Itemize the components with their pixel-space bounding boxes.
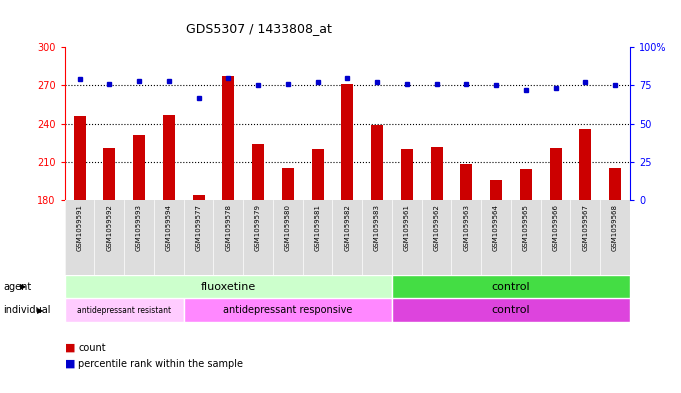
Bar	[65, 275, 392, 299]
Text: GSM1059579: GSM1059579	[255, 204, 261, 251]
Bar	[460, 164, 472, 200]
Bar	[133, 135, 145, 200]
Bar	[74, 116, 86, 200]
Text: control: control	[492, 305, 530, 315]
Bar	[430, 147, 443, 200]
Text: GSM1059562: GSM1059562	[434, 204, 439, 251]
Text: GSM1059594: GSM1059594	[165, 204, 172, 251]
Text: GSM1059581: GSM1059581	[315, 204, 321, 251]
Text: fluoxetine: fluoxetine	[201, 282, 256, 292]
Text: GSM1059580: GSM1059580	[285, 204, 291, 251]
Text: ▶: ▶	[37, 306, 44, 315]
Bar	[371, 125, 383, 200]
Bar	[550, 148, 562, 200]
Text: GSM1059566: GSM1059566	[552, 204, 558, 251]
Bar	[312, 149, 323, 200]
Bar	[341, 84, 353, 200]
Text: ■: ■	[65, 343, 75, 353]
Text: GSM1059593: GSM1059593	[136, 204, 142, 251]
Text: GSM1059578: GSM1059578	[225, 204, 232, 251]
Text: GDS5307 / 1433808_at: GDS5307 / 1433808_at	[186, 22, 332, 35]
Bar	[392, 299, 630, 322]
Bar	[252, 144, 264, 200]
Bar	[163, 115, 175, 200]
Bar	[65, 299, 184, 322]
Text: ▶: ▶	[20, 282, 27, 291]
Text: control: control	[492, 282, 530, 292]
Text: GSM1059591: GSM1059591	[76, 204, 82, 251]
Text: GSM1059563: GSM1059563	[463, 204, 469, 251]
Text: GSM1059592: GSM1059592	[106, 204, 112, 251]
Text: GSM1059577: GSM1059577	[195, 204, 202, 251]
Bar	[520, 169, 532, 200]
Bar	[104, 148, 115, 200]
Text: agent: agent	[3, 282, 31, 292]
Bar	[184, 299, 392, 322]
Text: GSM1059568: GSM1059568	[612, 204, 618, 251]
Bar	[193, 195, 204, 200]
Text: count: count	[78, 343, 106, 353]
Bar	[580, 129, 591, 200]
Bar	[223, 77, 234, 200]
Bar	[490, 180, 502, 200]
Text: GSM1059565: GSM1059565	[523, 204, 529, 251]
Text: antidepressant resistant: antidepressant resistant	[77, 306, 171, 315]
Text: GSM1059567: GSM1059567	[582, 204, 588, 251]
Bar	[609, 168, 621, 200]
Bar	[392, 275, 630, 299]
Text: GSM1059564: GSM1059564	[493, 204, 499, 251]
Text: GSM1059561: GSM1059561	[404, 204, 410, 251]
Text: individual: individual	[3, 305, 51, 315]
Text: ■: ■	[65, 358, 75, 369]
Text: GSM1059583: GSM1059583	[374, 204, 380, 251]
Bar	[401, 149, 413, 200]
Bar	[282, 168, 294, 200]
Text: GSM1059582: GSM1059582	[345, 204, 350, 251]
Text: percentile rank within the sample: percentile rank within the sample	[78, 358, 243, 369]
Text: antidepressant responsive: antidepressant responsive	[223, 305, 353, 315]
